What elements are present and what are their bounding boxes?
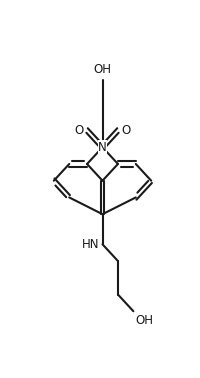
Text: O: O (121, 124, 130, 137)
Text: O: O (75, 124, 84, 137)
Text: N: N (98, 141, 107, 154)
Text: OH: OH (135, 314, 153, 327)
Text: OH: OH (94, 63, 112, 76)
Text: HN: HN (82, 238, 99, 251)
